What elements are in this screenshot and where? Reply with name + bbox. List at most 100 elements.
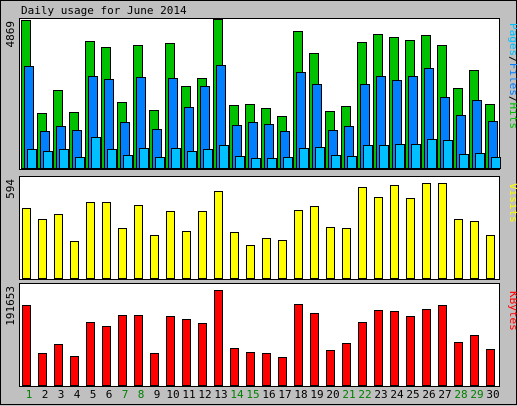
bar-kbytes-day-4 (70, 356, 79, 386)
bar-visits-day-15 (246, 245, 255, 279)
bar-kbytes-day-10 (166, 316, 175, 386)
bar-pages-day-19 (315, 147, 325, 169)
bar-kbytes-day-27 (438, 305, 447, 386)
y-max-label: 594 (4, 179, 17, 199)
bar-visits-day-21 (342, 228, 351, 279)
bar-pages-day-20 (331, 155, 341, 169)
bar-pages-day-21 (347, 156, 357, 169)
bar-visits-day-29 (470, 221, 479, 279)
bar-visits-day-1 (22, 208, 31, 279)
y-max-label: 191653 (4, 286, 17, 326)
x-tick-label: 20 (326, 388, 339, 401)
bar-pages-day-7 (123, 155, 133, 169)
bar-visits-day-4 (70, 241, 79, 279)
bar-visits-day-9 (150, 235, 159, 279)
bar-pages-day-26 (427, 139, 437, 169)
bar-pages-day-27 (443, 140, 453, 169)
bar-kbytes-day-20 (326, 350, 335, 386)
bar-visits-day-19 (310, 206, 319, 279)
bar-visits-day-17 (278, 240, 287, 279)
bar-kbytes-day-29 (470, 335, 479, 386)
bar-visits-day-16 (262, 238, 271, 279)
bar-pages-day-2 (43, 151, 53, 169)
bar-visits-day-3 (54, 214, 63, 279)
bar-kbytes-day-2 (38, 353, 47, 386)
bar-pages-day-4 (75, 157, 85, 169)
x-tick-label: 3 (58, 388, 65, 401)
bar-visits-day-26 (422, 183, 431, 279)
bar-pages-day-9 (155, 157, 165, 169)
bar-pages-day-28 (459, 154, 469, 169)
bar-kbytes-day-11 (182, 319, 191, 386)
x-tick-label: 24 (390, 388, 404, 401)
bar-kbytes-day-21 (342, 343, 351, 386)
bar-pages-day-30 (491, 157, 501, 169)
bar-pages-day-8 (139, 148, 149, 169)
x-tick-label: 16 (262, 388, 275, 401)
bar-pages-day-15 (251, 158, 261, 169)
x-tick-label: 17 (278, 388, 291, 401)
bar-visits-day-7 (118, 228, 127, 279)
bar-visits-day-24 (390, 185, 399, 279)
x-tick-label: 22 (358, 388, 371, 401)
bar-pages-day-29 (475, 153, 485, 169)
bar-visits-day-28 (454, 219, 463, 279)
bar-pages-day-24 (395, 144, 405, 169)
x-tick-label: 6 (106, 388, 113, 401)
bar-kbytes-day-23 (374, 310, 383, 386)
bar-pages-day-17 (283, 157, 293, 169)
bar-kbytes-day-17 (278, 357, 287, 386)
x-tick-label: 26 (422, 388, 435, 401)
x-tick-label: 12 (198, 388, 211, 401)
bar-pages-day-6 (107, 149, 117, 169)
x-tick-label: 4 (74, 388, 81, 401)
bar-visits-day-6 (102, 202, 111, 279)
bar-visits-day-27 (438, 183, 447, 279)
bar-kbytes-day-6 (102, 326, 111, 386)
bar-kbytes-day-28 (454, 342, 463, 386)
panel-2 (19, 176, 500, 280)
x-tick-label: 13 (214, 388, 227, 401)
legend-visits: Visits (507, 183, 517, 223)
bar-kbytes-day-14 (230, 348, 239, 386)
bar-pages-day-1 (27, 149, 37, 169)
bar-visits-day-2 (38, 219, 47, 279)
x-tick-label: 29 (470, 388, 483, 401)
x-tick-label: 5 (90, 388, 97, 401)
x-tick-label: 27 (438, 388, 451, 401)
x-tick-label: 10 (166, 388, 179, 401)
bar-pages-day-18 (299, 148, 309, 169)
bar-pages-day-14 (235, 156, 245, 169)
bar-pages-day-12 (203, 149, 213, 169)
bar-visits-day-5 (86, 202, 95, 279)
bar-visits-day-11 (182, 231, 191, 279)
bar-kbytes-day-3 (54, 344, 63, 386)
bar-visits-day-10 (166, 211, 175, 279)
x-tick-label: 23 (374, 388, 387, 401)
x-tick-label: 8 (138, 388, 145, 401)
bar-kbytes-day-13 (214, 290, 223, 386)
bar-visits-day-12 (198, 211, 207, 279)
bar-visits-day-18 (294, 210, 303, 279)
x-tick-label: 14 (230, 388, 244, 401)
bar-pages-day-22 (363, 145, 373, 169)
legend-pages-files-hits: Pages/Files/Hits (507, 23, 517, 129)
bar-kbytes-day-30 (486, 349, 495, 386)
x-tick-label: 18 (294, 388, 307, 401)
x-tick-label: 11 (182, 388, 195, 401)
bar-pages-day-23 (379, 145, 389, 169)
bar-kbytes-day-1 (22, 305, 31, 386)
x-tick-label: 30 (486, 388, 499, 401)
bar-pages-day-3 (59, 149, 69, 169)
x-tick-label: 21 (342, 388, 355, 401)
bar-pages-day-13 (219, 145, 229, 169)
bar-visits-day-23 (374, 197, 383, 279)
x-tick-label: 7 (122, 388, 129, 401)
bar-kbytes-day-16 (262, 353, 271, 386)
bar-visits-day-30 (486, 235, 495, 279)
bar-visits-day-20 (326, 227, 335, 279)
bar-visits-day-13 (214, 191, 223, 279)
x-tick-label: 15 (246, 388, 259, 401)
bar-visits-day-25 (406, 198, 415, 279)
